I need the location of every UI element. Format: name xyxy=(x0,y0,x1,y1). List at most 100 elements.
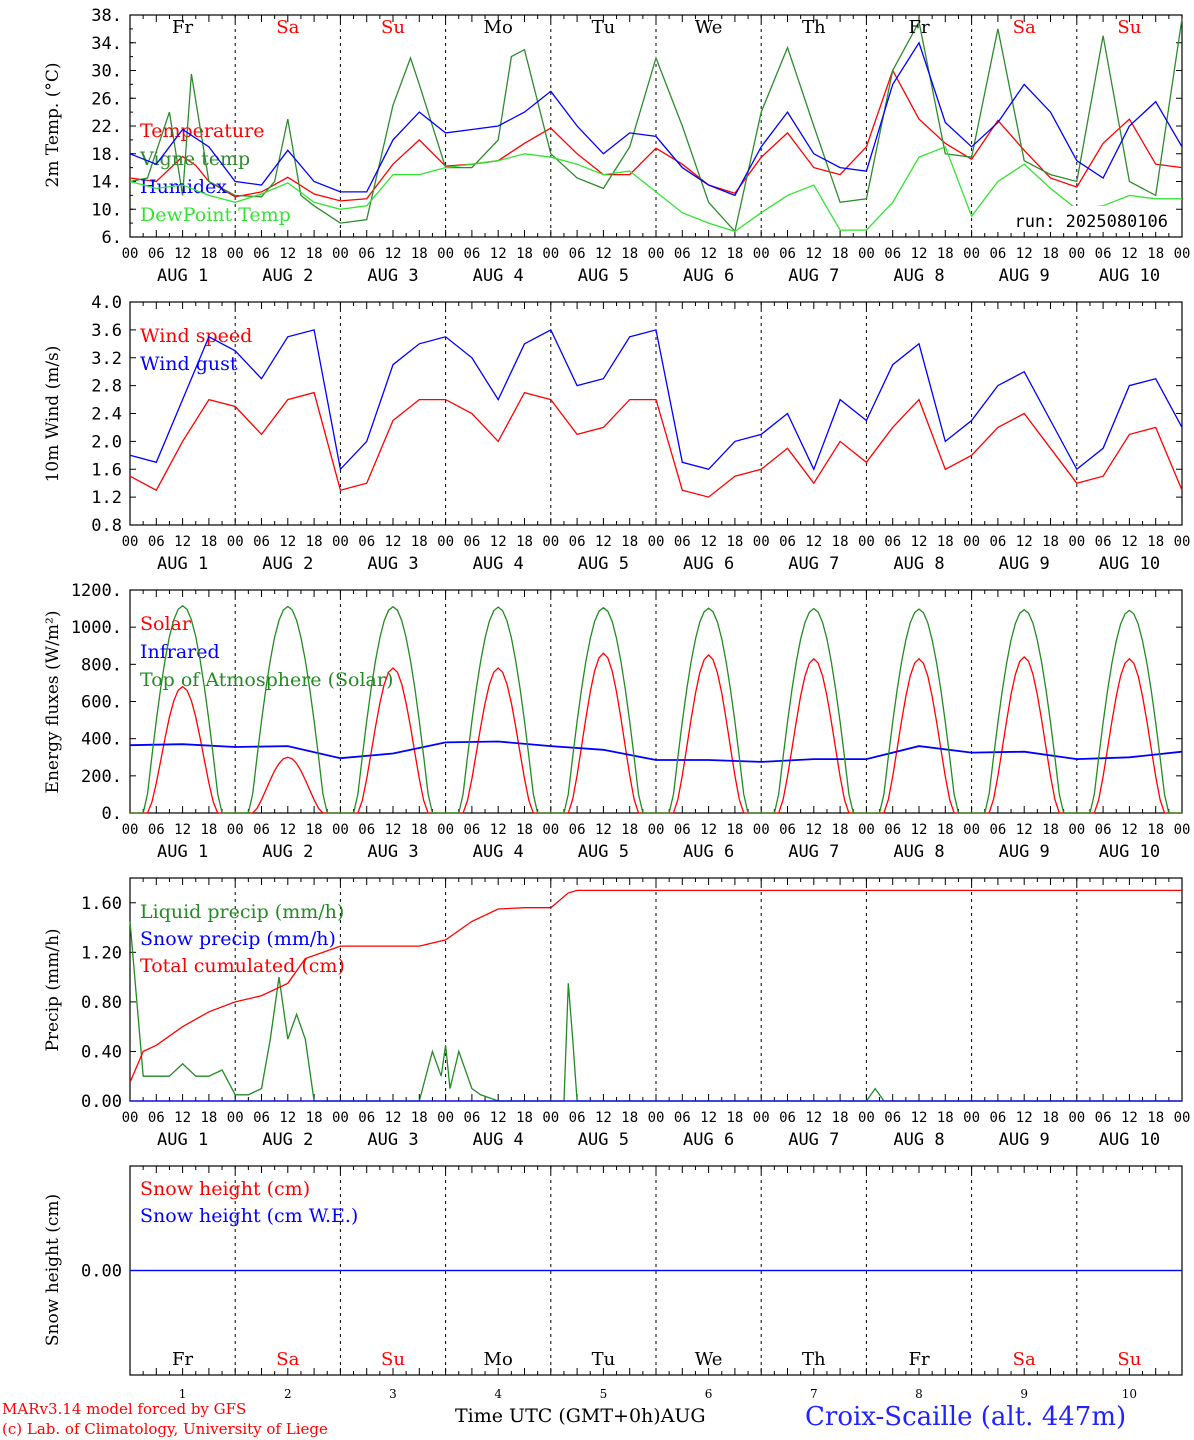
day-number: 10 xyxy=(1122,1387,1137,1401)
hour-label: 06 xyxy=(463,822,480,838)
hour-label: 12 xyxy=(700,246,717,262)
y-tick-label: 3.2 xyxy=(91,349,122,369)
hour-label: 00 xyxy=(227,246,244,262)
legend-entry: Humidex xyxy=(140,176,227,198)
legend-entry: Vigne temp xyxy=(139,148,250,170)
y-tick-label: 0.00 xyxy=(81,1092,122,1112)
y-tick-label: 30. xyxy=(91,62,122,82)
day-number: 7 xyxy=(810,1387,818,1401)
hour-label: 18 xyxy=(1042,822,1059,838)
hour-label: 06 xyxy=(148,822,165,838)
hour-label: 00 xyxy=(542,822,559,838)
day-number: 2 xyxy=(284,1387,292,1401)
hour-label: 18 xyxy=(1042,1110,1059,1126)
date-label: AUG 8 xyxy=(893,554,944,574)
station-name: Croix-Scaille (alt. 447m) xyxy=(805,1402,1127,1432)
hour-label: 12 xyxy=(490,534,507,550)
hour-label: 06 xyxy=(463,1110,480,1126)
hour-label: 18 xyxy=(726,822,743,838)
date-label: AUG 5 xyxy=(578,554,629,574)
day-name-bottom: Fr xyxy=(908,1349,929,1370)
hour-label: 18 xyxy=(516,534,533,550)
hour-label: 06 xyxy=(253,246,270,262)
y-tick-label: 1.2 xyxy=(91,488,122,508)
date-label: AUG 5 xyxy=(578,1130,629,1150)
hour-label: 06 xyxy=(569,1110,586,1126)
y-tick-label: 10. xyxy=(91,200,122,220)
hour-label: 00 xyxy=(858,534,875,550)
hour-label: 00 xyxy=(753,1110,770,1126)
hour-label: 18 xyxy=(726,1110,743,1126)
date-label: AUG 2 xyxy=(262,842,313,862)
hour-label: 00 xyxy=(542,534,559,550)
hour-label: 18 xyxy=(621,1110,638,1126)
hour-label: 18 xyxy=(621,246,638,262)
hour-label: 00 xyxy=(1174,822,1191,838)
y-tick-label: 1200. xyxy=(71,581,122,601)
hour-label: 12 xyxy=(385,822,402,838)
hour-label: 06 xyxy=(148,246,165,262)
y-axis-label: Energy fluxes (W/m²) xyxy=(43,611,63,794)
date-label: AUG 2 xyxy=(262,554,313,574)
hour-label: 18 xyxy=(516,1110,533,1126)
hour-label: 00 xyxy=(858,246,875,262)
series-line xyxy=(129,145,1182,233)
hour-label: 06 xyxy=(674,822,691,838)
hour-label: 12 xyxy=(911,246,928,262)
day-number: 5 xyxy=(600,1387,608,1401)
date-label: AUG 10 xyxy=(1099,1130,1160,1150)
hour-label: 00 xyxy=(858,1110,875,1126)
hour-label: 00 xyxy=(963,534,980,550)
y-tick-label: 0.40 xyxy=(81,1042,122,1062)
hour-label: 06 xyxy=(1095,534,1112,550)
hour-label: 12 xyxy=(911,822,928,838)
y-tick-label: 400. xyxy=(81,730,122,750)
hour-label: 00 xyxy=(1174,1110,1191,1126)
hour-label: 06 xyxy=(674,246,691,262)
series-line xyxy=(130,604,1182,814)
hour-label: 00 xyxy=(332,1110,349,1126)
hour-label: 06 xyxy=(989,1110,1006,1126)
date-label: AUG 6 xyxy=(683,554,734,574)
hour-label: 00 xyxy=(753,246,770,262)
day-name-bottom: Mo xyxy=(484,1349,513,1370)
hour-label: 00 xyxy=(437,822,454,838)
date-label: AUG 9 xyxy=(999,266,1050,286)
hour-label: 18 xyxy=(832,1110,849,1126)
hour-label: 06 xyxy=(148,1110,165,1126)
hour-label: 00 xyxy=(227,534,244,550)
hour-label: 12 xyxy=(805,1110,822,1126)
day-name-top: Mo xyxy=(484,17,513,38)
hour-label: 12 xyxy=(174,1110,191,1126)
hour-label: 00 xyxy=(753,822,770,838)
hour-label: 06 xyxy=(569,822,586,838)
hour-label: 18 xyxy=(937,246,954,262)
hour-label: 00 xyxy=(542,1110,559,1126)
date-label: AUG 9 xyxy=(999,1130,1050,1150)
hour-label: 18 xyxy=(937,1110,954,1126)
hour-label: 06 xyxy=(674,1110,691,1126)
hour-label: 12 xyxy=(174,534,191,550)
y-tick-label: 2.8 xyxy=(91,377,122,397)
series-line xyxy=(129,18,1183,233)
day-name-bottom: Su xyxy=(1117,1349,1141,1370)
hour-label: 06 xyxy=(989,822,1006,838)
date-label: AUG 8 xyxy=(893,1130,944,1150)
y-tick-label: 22. xyxy=(91,117,122,137)
hour-label: 00 xyxy=(753,534,770,550)
y-tick-label: 6. xyxy=(102,228,122,248)
hour-label: 00 xyxy=(963,246,980,262)
hour-label: 12 xyxy=(1016,534,1033,550)
hour-label: 18 xyxy=(621,822,638,838)
hour-label: 12 xyxy=(911,534,928,550)
hour-label: 18 xyxy=(832,534,849,550)
y-axis-label: 2m Temp. (°C) xyxy=(43,62,63,187)
date-label: AUG 7 xyxy=(788,266,839,286)
hour-label: 06 xyxy=(253,1110,270,1126)
legend-entry: Total cumulated (cm) xyxy=(140,955,345,977)
hour-label: 00 xyxy=(542,246,559,262)
hour-label: 12 xyxy=(174,822,191,838)
hour-label: 06 xyxy=(884,822,901,838)
day-name-bottom: Su xyxy=(381,1349,405,1370)
hour-label: 12 xyxy=(279,1110,296,1126)
